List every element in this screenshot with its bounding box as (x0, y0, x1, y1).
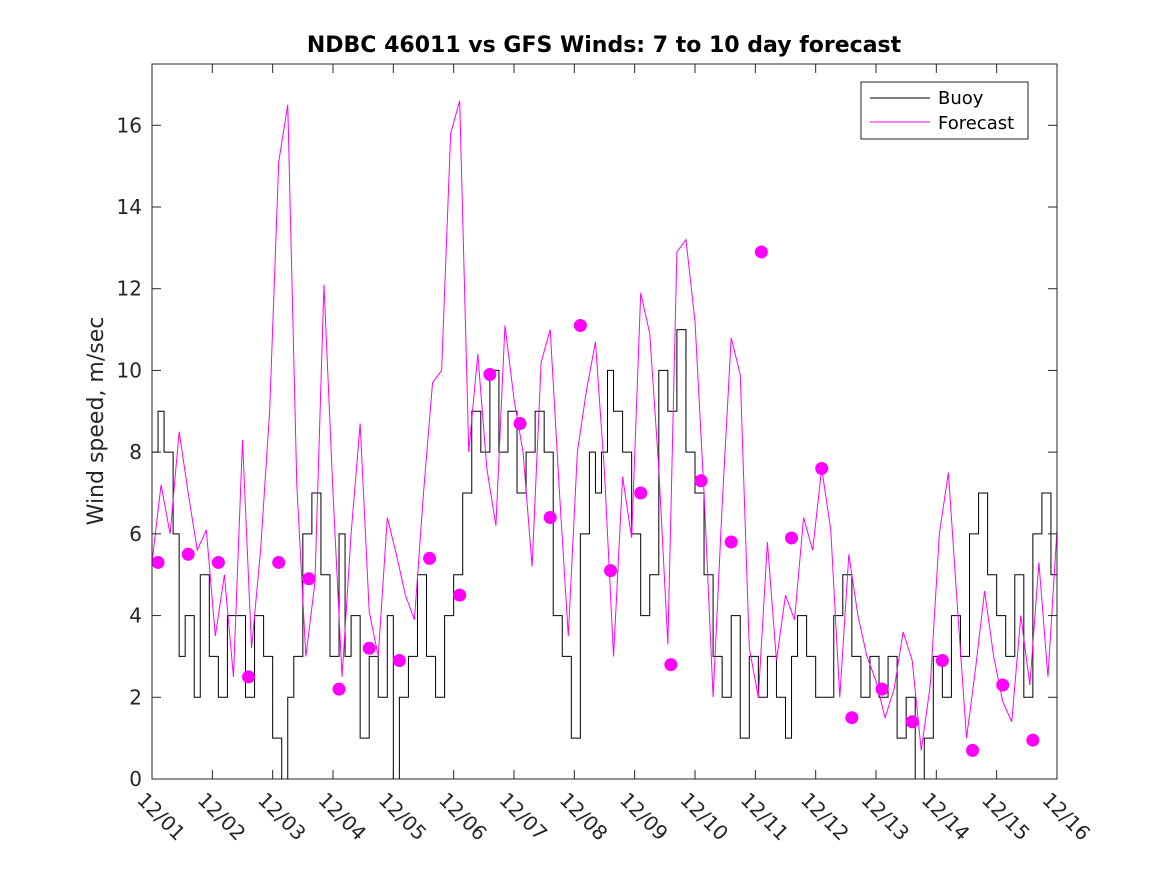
forecast-marker (332, 682, 346, 696)
y-tick-label: 12 (117, 277, 142, 301)
y-tick-label: 6 (129, 522, 142, 546)
forecast-marker (513, 417, 527, 431)
legend-box (860, 81, 1029, 140)
forecast-markers (151, 245, 1040, 757)
forecast-marker (423, 551, 437, 565)
plot-frame (151, 63, 1058, 780)
forecast-marker (453, 588, 467, 602)
chart-title: NDBC 46011 vs GFS Winds: 7 to 10 day for… (307, 33, 902, 58)
y-tick-label: 14 (117, 195, 142, 219)
forecast-line (151, 100, 1058, 751)
y-tick-label: 16 (117, 113, 142, 137)
forecast-marker (634, 486, 648, 500)
legend: Buoy Forecast (860, 81, 1029, 140)
forecast-marker (724, 535, 738, 549)
forecast-marker (845, 711, 859, 725)
plot-area (152, 64, 1057, 779)
y-tick-label: 8 (129, 440, 142, 464)
forecast-marker (905, 715, 919, 729)
y-tick-label: 0 (129, 767, 142, 791)
forecast-marker (966, 743, 980, 757)
y-axis-ticks: 0 2 4 6 8 10 12 14 16 (117, 113, 1057, 791)
y-tick-label: 10 (117, 358, 142, 382)
forecast-marker (543, 511, 557, 525)
forecast-marker (392, 654, 406, 668)
legend-buoy-label: Buoy (938, 88, 984, 109)
forecast-marker (664, 658, 678, 672)
forecast-marker (875, 682, 889, 696)
buoy-line (152, 329, 1058, 780)
forecast-marker (694, 474, 708, 488)
forecast-marker (272, 555, 286, 569)
forecast-marker (151, 555, 165, 569)
forecast-marker (754, 245, 768, 259)
forecast-marker (996, 678, 1010, 692)
forecast-marker (302, 572, 316, 586)
forecast-marker (211, 555, 225, 569)
forecast-marker (362, 641, 376, 655)
forecast-marker (242, 670, 256, 684)
y-tick-label: 2 (129, 685, 142, 709)
y-tick-label: 4 (129, 604, 142, 628)
forecast-marker (935, 654, 949, 668)
forecast-marker (573, 318, 587, 332)
forecast-series (151, 100, 1058, 751)
forecast-marker (785, 531, 799, 545)
forecast-marker (1026, 733, 1040, 747)
forecast-marker (181, 547, 195, 561)
legend-forecast-label: Forecast (938, 113, 1014, 134)
forecast-marker (483, 368, 497, 382)
forecast-marker (604, 564, 618, 578)
y-axis-title: Wind speed, m/sec (84, 317, 109, 526)
buoy-series (152, 329, 1058, 780)
forecast-marker (815, 461, 829, 475)
